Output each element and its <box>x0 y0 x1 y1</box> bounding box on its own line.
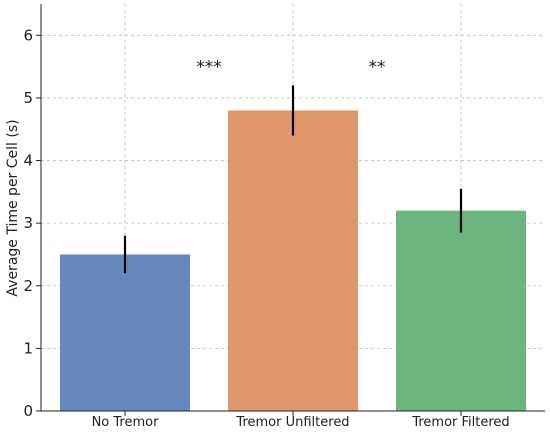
bar-tremor-unfiltered <box>228 110 358 411</box>
y-tick-label: 4 <box>23 152 33 170</box>
x-tick-label: Tremor Filtered <box>411 415 509 430</box>
error-bars-layer <box>123 85 463 274</box>
annotations-layer: *** ** <box>196 58 385 78</box>
significance-annotation: *** <box>196 58 222 78</box>
y-tick-label: 5 <box>23 89 33 107</box>
x-tick-label: Tremor Unfiltered <box>235 415 349 430</box>
y-tick-label: 2 <box>23 277 33 295</box>
x-tick-label: No Tremor <box>92 415 160 430</box>
bars-layer <box>60 110 526 411</box>
bar-no-tremor <box>60 254 190 411</box>
bar-tremor-filtered <box>396 210 526 411</box>
y-tick-label: 0 <box>23 402 33 420</box>
significance-annotation: ** <box>369 58 386 78</box>
y-axis-label: Average Time per Cell (s) <box>5 119 21 296</box>
ticks-layer: 0 1 2 3 4 5 6 No Tremor Tremor Unfiltered Tremor … <box>23 26 509 430</box>
y-tick-label: 3 <box>23 214 33 232</box>
y-tick-label: 6 <box>23 26 33 44</box>
y-tick-label: 1 <box>23 339 33 357</box>
